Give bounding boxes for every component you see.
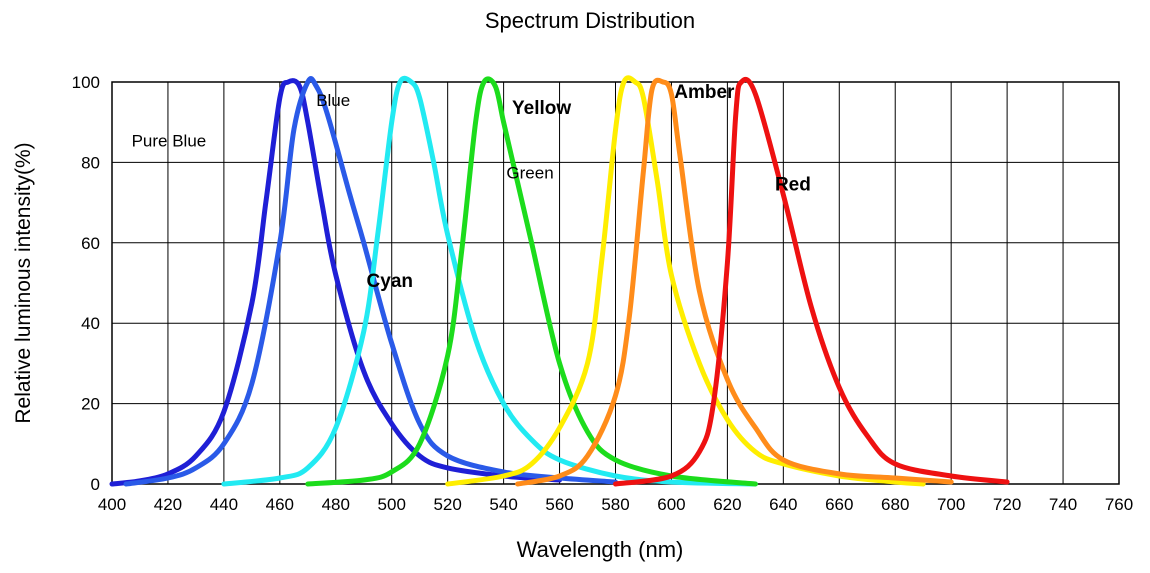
series-line-yellow bbox=[445, 75, 926, 487]
x-tick-label: 520 bbox=[433, 495, 461, 514]
y-tick-label: 60 bbox=[81, 234, 100, 253]
x-tick-label: 560 bbox=[545, 495, 573, 514]
x-tick-label: 700 bbox=[937, 495, 965, 514]
x-tick-label: 500 bbox=[378, 495, 406, 514]
series-label-yellow: Yellow bbox=[512, 98, 571, 119]
series-label-red: Red bbox=[775, 175, 811, 196]
series-label-green: Green bbox=[506, 163, 553, 182]
x-tick-label: 600 bbox=[657, 495, 685, 514]
x-tick-label: 540 bbox=[489, 495, 517, 514]
x-tick-label: 760 bbox=[1105, 495, 1133, 514]
x-tick-label: 580 bbox=[601, 495, 629, 514]
x-tick-label: 480 bbox=[322, 495, 350, 514]
series-line-red bbox=[613, 76, 1010, 487]
y-tick-label: 40 bbox=[81, 314, 100, 333]
series-line-green bbox=[305, 76, 758, 487]
y-tick-label: 0 bbox=[91, 475, 100, 494]
series-line-cyan bbox=[221, 75, 758, 487]
series-label-cyan: Cyan bbox=[367, 271, 413, 292]
x-tick-label: 440 bbox=[210, 495, 238, 514]
x-tick-label: 460 bbox=[266, 495, 294, 514]
series-label-amber: Amber bbox=[674, 82, 735, 103]
x-tick-label: 680 bbox=[881, 495, 909, 514]
x-tick-label: 620 bbox=[713, 495, 741, 514]
series-line-amber bbox=[515, 77, 954, 487]
y-tick-labels: 0 20 40 60 80 100 bbox=[72, 73, 100, 494]
x-tick-label: 660 bbox=[825, 495, 853, 514]
y-tick-label: 80 bbox=[81, 153, 100, 172]
x-axis-label: Wavelength (nm) bbox=[517, 537, 684, 562]
series-line-blue bbox=[123, 76, 618, 487]
x-tick-label: 740 bbox=[1049, 495, 1077, 514]
series-label-blue: Blue bbox=[316, 91, 350, 110]
series-lines bbox=[109, 75, 1010, 487]
x-tick-label: 640 bbox=[769, 495, 797, 514]
y-tick-label: 20 bbox=[81, 395, 100, 414]
y-tick-label: 100 bbox=[72, 73, 100, 92]
series-label-pure-blue: Pure Blue bbox=[132, 131, 207, 150]
series-labels: Pure Blue Blue Cyan Green Yellow Amber Red bbox=[132, 82, 811, 292]
y-axis-label: Relative luminous intensity(%) bbox=[12, 142, 35, 423]
x-tick-label: 720 bbox=[993, 495, 1021, 514]
x-tick-label: 420 bbox=[154, 495, 182, 514]
x-tick-label: 400 bbox=[98, 495, 126, 514]
chart-title: Spectrum Distribution bbox=[484, 8, 696, 33]
x-tick-labels: 400 420 440 460 480 500 520 540 560 580 600 620 640 6… bbox=[98, 495, 1133, 514]
